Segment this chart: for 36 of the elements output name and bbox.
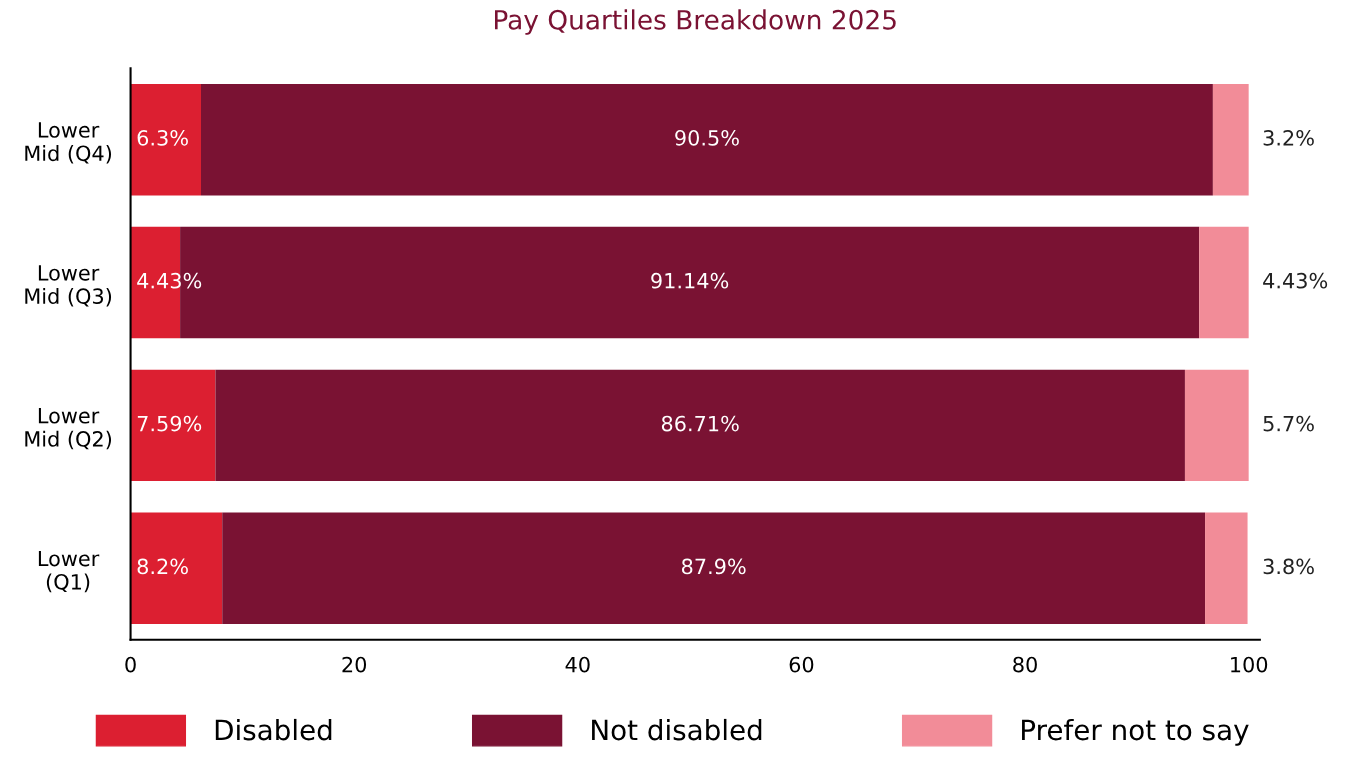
legend-label: Disabled (215, 718, 332, 741)
bar (222, 512, 1206, 624)
data-label: 4.43% (1263, 272, 1328, 289)
bar (1212, 83, 1249, 196)
bar (1199, 226, 1249, 339)
data-label: 7.59% (137, 415, 202, 432)
bar (201, 83, 1213, 196)
data-label: 90.5% (675, 129, 739, 146)
y-tick-label: Lower Mid (Q4) (25, 122, 112, 164)
bar (215, 369, 1185, 482)
data-label: 91.14% (651, 272, 729, 289)
chart-title: Pay Quartiles Breakdown 2025 (495, 9, 896, 35)
x-tick-label: 0 (125, 656, 136, 673)
data-label: 4.43% (137, 272, 202, 289)
bar (1205, 512, 1248, 624)
data-label: 8.2% (137, 558, 188, 575)
data-label: 5.7% (1263, 415, 1314, 432)
y-tick-label: Lower Mid (Q3) (25, 265, 112, 307)
bar (130, 512, 223, 624)
x-tick-label: 80 (1013, 656, 1037, 673)
x-tick-label: 60 (789, 656, 814, 673)
legend-label: Prefer not to say (1022, 718, 1249, 746)
x-tick-label: 20 (342, 656, 367, 673)
data-label: 3.8% (1263, 558, 1314, 575)
x-tick-label: 40 (565, 656, 590, 673)
y-tick-label: Lower (Q1) (38, 550, 100, 593)
data-label: 6.3% (137, 129, 188, 146)
bar (1184, 369, 1249, 482)
legend-label: Not disabled (592, 718, 762, 741)
bar (130, 369, 216, 482)
data-label: 87.9% (681, 558, 746, 575)
y-tick-label: Lower Mid (Q2) (25, 408, 112, 450)
x-tick-label: 100 (1231, 656, 1268, 673)
data-label: 3.2% (1263, 129, 1314, 146)
data-label: 86.71% (661, 415, 739, 432)
bar (130, 83, 201, 196)
